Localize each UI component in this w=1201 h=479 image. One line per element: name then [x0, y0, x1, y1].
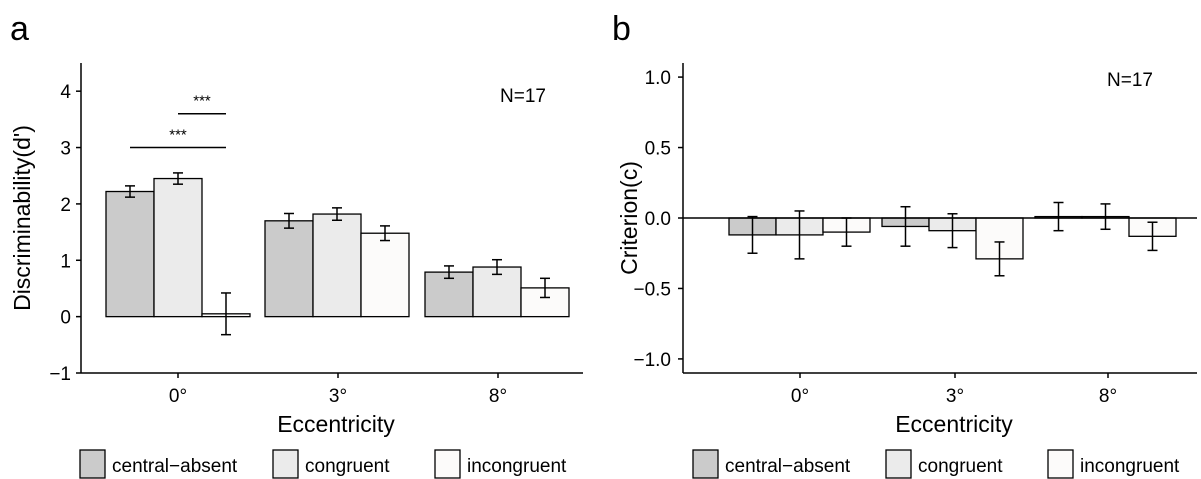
x-axis-title: Eccentricity: [895, 411, 1013, 437]
x-tick-label: 3°: [329, 386, 347, 407]
panel-letter: b: [612, 10, 631, 48]
error-bar-incongruent-1: [380, 225, 390, 242]
y-tick-label: 2: [60, 195, 71, 216]
bar-central-absent-1: [264, 220, 314, 318]
legend-swatch-congruent: [272, 449, 299, 479]
bar-central-absent-0: [105, 190, 155, 318]
x-tick-label: 8°: [489, 386, 507, 407]
error-bar-congruent-0: [173, 172, 183, 185]
x-axis-title: Eccentricity: [277, 411, 395, 437]
legend-swatch-congruent: [885, 449, 912, 479]
panel-a: a −1 0 1 2 3 4 0° 3° 8° Eccentricity Discriminabili…: [9, 10, 583, 479]
y-axis-title: Criterion(c): [616, 161, 642, 275]
legend-swatch-incongruent: [434, 449, 461, 479]
error-bar-central-absent-2: [444, 265, 454, 280]
bar-incongruent-1: [360, 232, 410, 318]
legend-swatch-incongruent: [1047, 449, 1074, 479]
error-bar-incongruent-2: [1147, 221, 1158, 252]
legend: central−absent congruent incongruent: [79, 449, 567, 479]
error-bar-congruent-2: [492, 258, 502, 276]
error-bar-congruent-1: [332, 207, 342, 222]
error-bar-central-absent-1: [900, 205, 911, 247]
error-bar-congruent-2: [1100, 203, 1111, 231]
error-bar-incongruent-2: [540, 277, 550, 299]
sample-size-annotation: N=17: [1107, 70, 1153, 91]
error-bar-congruent-1: [947, 213, 958, 249]
y-tick-label: −1: [49, 364, 71, 385]
x-tick-label: 0°: [791, 386, 809, 407]
y-tick-label: 0.5: [645, 139, 671, 160]
significance-label: ***: [169, 127, 187, 144]
panel-b: b −1.0 −0.5 0.0 0.5 1.0 0° 3° 8° Eccentricity Crit…: [612, 10, 1197, 479]
legend-label-central-absent: central−absent: [112, 456, 238, 477]
significance-label: ***: [193, 93, 211, 110]
y-tick-label: −0.5: [633, 279, 671, 300]
y-axis-title: Discriminability(d'): [9, 125, 35, 311]
error-bar-central-absent-0: [747, 215, 758, 254]
bar-congruent-0: [153, 177, 203, 318]
error-bar-central-absent-2: [1053, 201, 1064, 232]
panel-letter: a: [10, 10, 29, 48]
y-tick-label: 3: [60, 139, 71, 160]
error-bar-central-absent-1: [284, 212, 294, 229]
error-bar-incongruent-0: [221, 292, 231, 336]
y-tick-label: 0: [60, 308, 71, 329]
x-tick-label: 0°: [169, 386, 187, 407]
legend-label-congruent: congruent: [918, 456, 1003, 477]
bar-congruent-1: [312, 213, 362, 318]
legend: central−absent congruent incongruent: [692, 449, 1180, 479]
error-bar-congruent-0: [794, 210, 805, 260]
error-bar-central-absent-0: [125, 185, 135, 198]
y-tick-label: 1.0: [645, 68, 671, 89]
y-tick-label: 0.0: [645, 209, 671, 230]
legend-label-congruent: congruent: [305, 456, 390, 477]
legend-swatch-central-absent: [79, 449, 106, 479]
sample-size-annotation: N=17: [500, 86, 546, 107]
y-tick-label: 1: [60, 251, 71, 272]
x-tick-label: 8°: [1099, 386, 1117, 407]
y-tick-label: −1.0: [633, 350, 671, 371]
legend-label-central-absent: central−absent: [725, 456, 851, 477]
legend-label-incongruent: incongruent: [467, 456, 567, 477]
legend-swatch-central-absent: [692, 449, 719, 479]
error-bar-incongruent-1: [994, 241, 1005, 277]
legend-label-incongruent: incongruent: [1080, 456, 1180, 477]
y-tick-label: 4: [60, 82, 71, 103]
x-tick-label: 3°: [946, 386, 964, 407]
